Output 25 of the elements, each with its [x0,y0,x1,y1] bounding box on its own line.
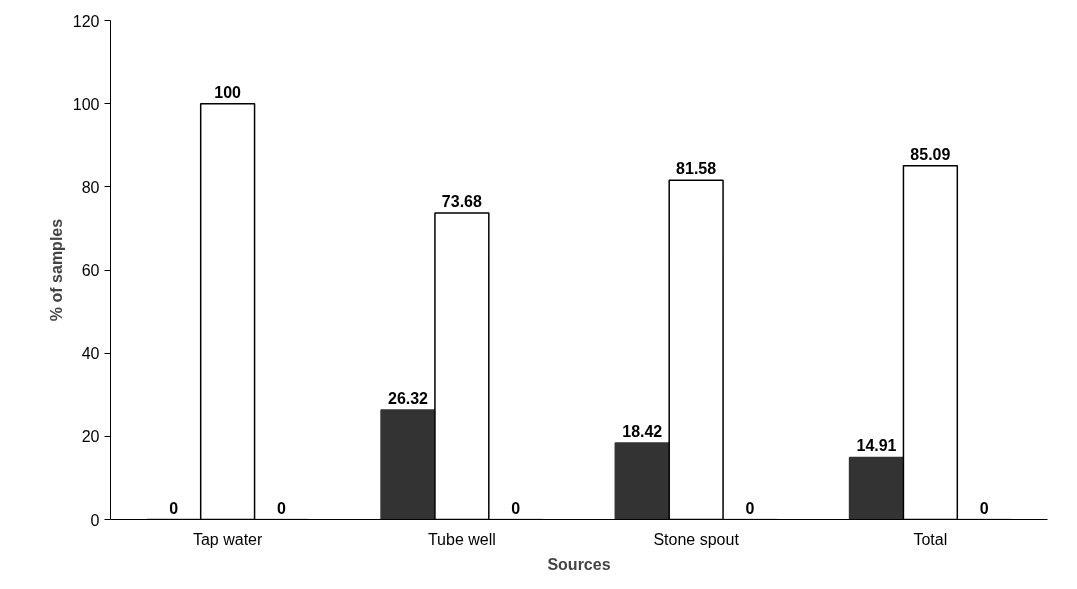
x-tick-label: Total [913,530,948,548]
y-tick-label: 60 [81,262,100,279]
data-label: 73.68 [441,193,482,211]
data-label: 26.32 [387,390,429,408]
data-label: 81.58 [676,160,717,178]
y-tick-label: 80 [81,178,100,196]
data-label: 85.09 [910,145,951,163]
y-tick-label: 0 [90,511,100,529]
data-label: 0 [511,499,521,517]
data-label: 0 [979,499,989,517]
data-label: 18.42 [622,422,663,440]
data-label: 0 [169,499,179,517]
y-tick-label: 120 [72,12,100,30]
x-tick-label: Stone spout [653,530,740,548]
y-tick-label: 40 [81,345,100,363]
data-label: 0 [277,499,287,517]
y-tick-label: 100 [72,95,100,113]
data-label: 100 [214,83,242,101]
x-tick-label: Tap water [192,530,263,548]
x-axis-title: Sources [547,555,611,573]
x-tick-label: Tube well [427,530,496,548]
data-label: 0 [745,499,755,517]
y-axis-title: % of samples [47,218,65,322]
y-tick-label: 20 [81,428,100,446]
data-label: 14.91 [856,437,897,455]
